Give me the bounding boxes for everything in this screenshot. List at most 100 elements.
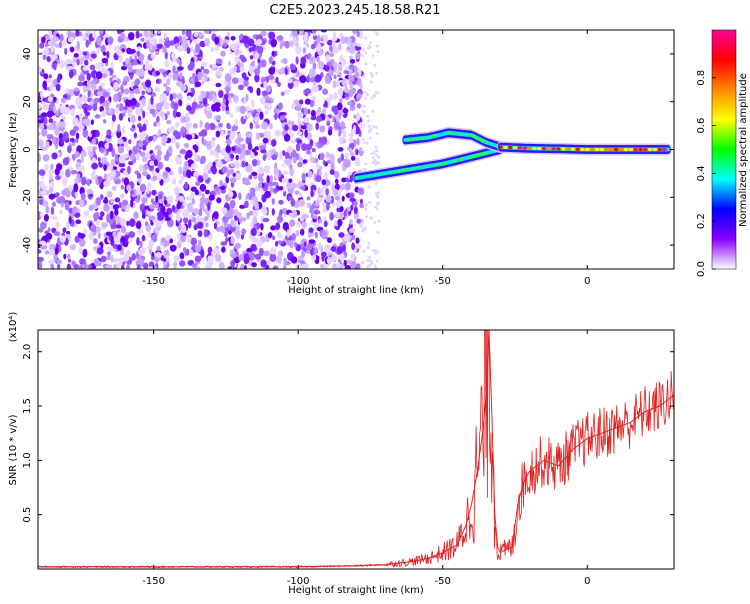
noise-speck	[316, 42, 322, 52]
noise-speck	[342, 58, 346, 67]
noise-speck	[44, 42, 48, 48]
noise-speck	[273, 167, 279, 176]
colorbar-gradient	[711, 29, 737, 270]
noise-speck	[190, 46, 194, 52]
noise-speck	[195, 215, 201, 224]
noise-speck	[361, 137, 365, 141]
noise-speck	[58, 41, 63, 49]
noise-speck	[263, 130, 271, 137]
noise-speck	[176, 57, 180, 64]
noise-speck	[307, 108, 311, 115]
noise-speck	[172, 65, 176, 74]
noise-speck	[103, 173, 108, 180]
x-tick-label: -50	[435, 276, 451, 287]
track-core	[666, 147, 670, 152]
noise-speck	[229, 99, 233, 104]
noise-speck	[153, 159, 158, 167]
noise-speck	[206, 111, 213, 120]
noise-speck	[356, 78, 362, 86]
noise-speck	[195, 141, 199, 147]
noise-speck	[221, 166, 228, 174]
noise-speck	[193, 208, 200, 216]
noise-speck	[134, 80, 139, 88]
noise-speck	[268, 122, 273, 130]
noise-speck	[123, 106, 128, 111]
noise-speck	[131, 253, 136, 261]
noise-speck	[150, 96, 154, 105]
noise-speck	[60, 137, 64, 145]
noise-speck	[138, 115, 142, 122]
noise-speck	[135, 221, 142, 230]
noise-speck	[48, 244, 56, 248]
noise-speck	[359, 122, 363, 130]
noise-speck	[178, 99, 183, 107]
noise-speck	[92, 30, 97, 39]
noise-speck	[351, 234, 356, 241]
noise-speck	[367, 124, 371, 128]
noise-speck	[157, 129, 162, 139]
noise-speck	[100, 255, 107, 263]
noise-speck	[118, 55, 123, 63]
noise-speck	[179, 148, 187, 155]
noise-speck	[368, 263, 372, 267]
noise-speck	[304, 31, 309, 37]
noise-speck	[322, 206, 327, 214]
noise-speck	[353, 200, 358, 207]
noise-speck	[274, 113, 278, 120]
noise-speck	[38, 256, 44, 262]
noise-speck	[351, 242, 355, 250]
noise-speck	[185, 30, 192, 38]
noise-speck	[306, 132, 313, 141]
noise-speck	[69, 129, 76, 136]
noise-speck	[117, 138, 124, 145]
noise-speck	[323, 34, 329, 43]
noise-speck	[178, 179, 183, 185]
noise-speck	[55, 192, 60, 197]
noise-speck	[157, 161, 164, 170]
noise-speck	[315, 122, 319, 131]
noise-speck	[164, 39, 171, 49]
noise-speck	[51, 201, 57, 207]
noise-speck	[274, 50, 278, 57]
noise-speck	[234, 56, 240, 64]
snr-x-label: Height of straight line (km)	[288, 585, 424, 596]
noise-speck	[180, 84, 187, 92]
noise-speck	[50, 41, 56, 46]
noise-speck	[201, 192, 205, 202]
noise-speck	[158, 68, 166, 73]
noise-speck	[156, 172, 162, 182]
noise-speck	[69, 137, 75, 143]
noise-speck	[194, 81, 202, 88]
noise-speck	[264, 110, 269, 115]
noise-speck	[289, 239, 294, 249]
noise-speck	[108, 108, 113, 114]
noise-speck	[97, 157, 101, 162]
noise-speck	[211, 137, 216, 142]
noise-speck	[198, 208, 203, 217]
noise-speck	[266, 175, 270, 184]
noise-speck	[183, 216, 189, 224]
noise-speck	[73, 53, 79, 58]
noise-speck	[110, 61, 114, 70]
noise-speck	[244, 180, 251, 186]
noise-speck	[294, 190, 300, 195]
noise-speck	[150, 53, 156, 60]
noise-speck	[375, 207, 379, 211]
colorbar-tick-label: 0.4	[696, 165, 707, 181]
noise-speck	[298, 199, 306, 207]
noise-speck	[121, 199, 129, 206]
noise-speck	[349, 218, 353, 225]
noise-speck	[332, 80, 337, 89]
noise-speck	[44, 163, 49, 171]
noise-speck	[340, 121, 346, 130]
noise-speck	[261, 121, 269, 130]
noise-speck	[362, 249, 366, 253]
noise-speck	[110, 254, 114, 263]
noise-speck	[128, 139, 132, 145]
noise-speck	[148, 204, 156, 210]
noise-speck	[155, 70, 161, 76]
noise-speck	[103, 164, 107, 172]
noise-speck	[348, 147, 352, 153]
noise-speck	[281, 66, 285, 75]
noise-speck	[220, 241, 228, 246]
